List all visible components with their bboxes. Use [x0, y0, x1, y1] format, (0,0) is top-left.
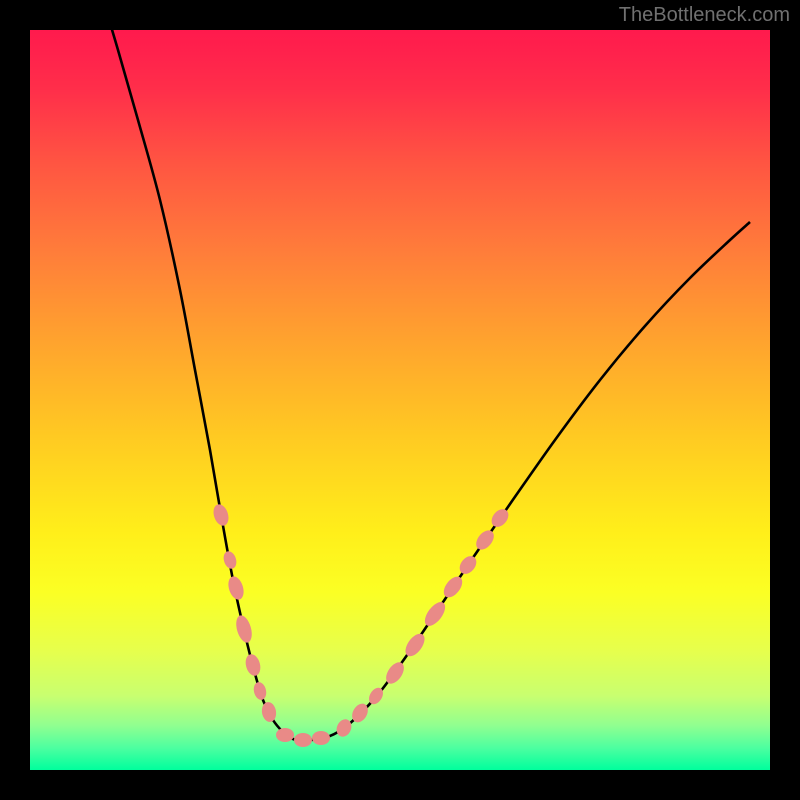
marker-left-4 [243, 653, 262, 678]
marker-left-6 [260, 701, 277, 723]
marker-right-7 [456, 553, 479, 577]
marker-left-0 [211, 502, 231, 527]
marker-right-0 [334, 717, 354, 739]
marker-right-9 [488, 506, 512, 530]
marker-right-8 [473, 527, 498, 553]
plot-area [30, 30, 770, 770]
bottleneck-curve [100, 30, 750, 740]
chart-container: TheBottleneck.com [0, 0, 800, 800]
chart-svg [30, 30, 770, 770]
marker-right-6 [440, 573, 466, 601]
marker-left-2 [226, 574, 247, 601]
watermark-text: TheBottleneck.com [619, 4, 790, 27]
marker-bottom-0 [276, 728, 294, 742]
marker-bottom-2 [312, 731, 330, 745]
marker-left-1 [222, 550, 239, 571]
marker-right-5 [421, 599, 449, 630]
marker-left-3 [233, 614, 254, 645]
marker-left-5 [252, 681, 268, 701]
marker-bottom-1 [294, 733, 312, 747]
